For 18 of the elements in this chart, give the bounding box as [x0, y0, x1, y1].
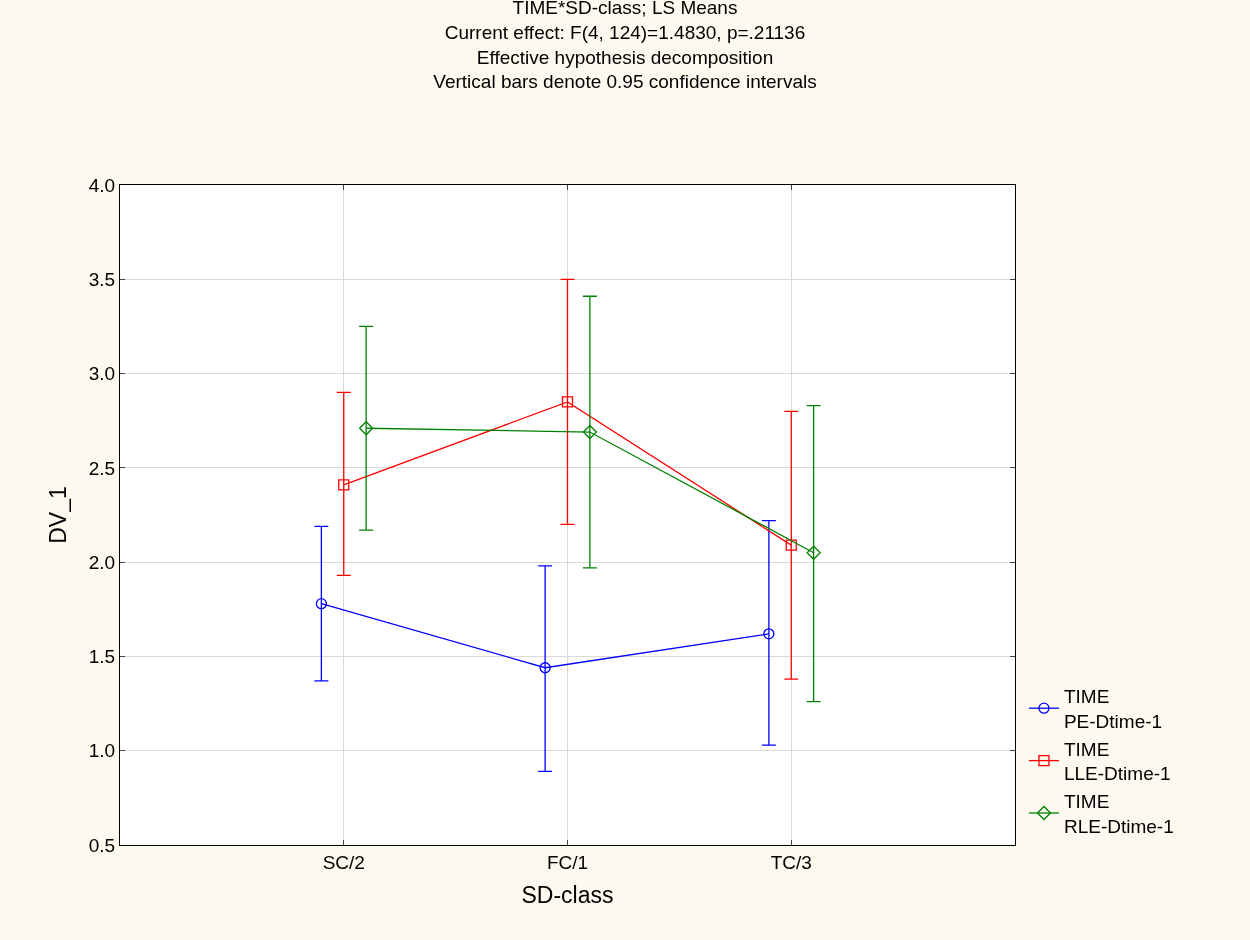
x-tick-label: SC/2 — [322, 851, 365, 873]
y-tick-label: 0.5 — [88, 834, 116, 856]
legend-label: TIME PE-Dtime-1 — [1063, 686, 1163, 732]
y-tick-label: 2.0 — [88, 551, 116, 573]
y-axis-title: DV_1 — [45, 486, 72, 544]
x-tick-label: FC/1 — [546, 851, 589, 873]
y-tick-label: 1.5 — [88, 646, 116, 668]
y-tick-label: 3.5 — [88, 268, 116, 290]
x-axis-title: SD-class — [521, 882, 614, 909]
chart-title: TIME*SD-class; LS Means — [512, 0, 738, 19]
y-tick-label: 2.5 — [88, 457, 116, 479]
x-tick-label: TC/3 — [770, 851, 812, 873]
chart-subtitle: Current effect: F(4, 124)=1.4830, p=.21136 Effective hypothesis decomposition Vertical bars denote 0.95 confidence intervals — [433, 21, 817, 93]
legend-label: TIME RLE-Dtime-1 — [1063, 791, 1174, 837]
y-tick-label: 1.0 — [88, 740, 116, 762]
y-tick-label: 3.0 — [88, 363, 116, 385]
legend-label: TIME LLE-Dtime-1 — [1063, 738, 1171, 785]
y-tick-label: 4.0 — [88, 174, 116, 196]
